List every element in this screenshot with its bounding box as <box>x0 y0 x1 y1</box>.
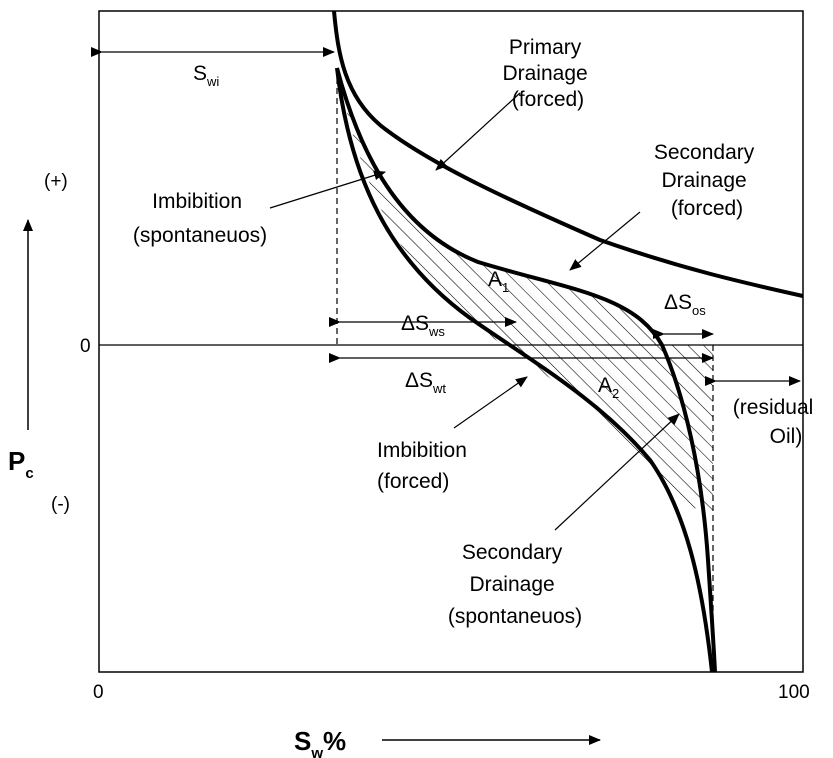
x-min-label: 0 <box>93 682 104 703</box>
secondary-drainage-forced-label: Secondary Drainage (forced) <box>654 141 760 220</box>
primary-drainage-leader <box>435 92 521 171</box>
area-a2-hatch <box>504 345 713 510</box>
secondary-drainage-forced-leader <box>569 211 641 271</box>
dswt-label: ΔSwt <box>405 369 446 396</box>
imbibition-spontaneous-label: Imbibition (spontaneuos) <box>133 190 267 247</box>
primary-drainage-label: Primary Drainage (forced) <box>502 36 593 111</box>
secondary-drainage-forced-curve <box>335 67 717 673</box>
imbibition-curve <box>335 67 714 673</box>
primary-drainage-curve <box>332 10 804 298</box>
swi-label: Swi <box>193 62 219 89</box>
y-zero-label: 0 <box>80 336 91 357</box>
area-a1-label: A1 <box>488 268 509 295</box>
y-axis-title: Pc <box>8 446 34 482</box>
secondary-drainage-spontaneous-label: Secondary Drainage (spontaneuos) <box>448 541 582 628</box>
secondary-drainage-spontaneous-leader <box>554 413 680 531</box>
y-positive-label: (+) <box>44 171 68 192</box>
x-max-label: 100 <box>778 682 810 703</box>
plot-frame <box>98 10 804 673</box>
y-negative-label: (-) <box>51 494 70 515</box>
residual-oil-label: (residual Oil) <box>733 396 819 448</box>
dsos-label: ΔSos <box>664 291 706 318</box>
imbibition-spontaneous-leader <box>269 170 386 209</box>
imbibition-forced-label: Imbibition (forced) <box>377 439 473 493</box>
area-a2-label: A2 <box>598 374 619 401</box>
imbibition-forced-leader <box>453 376 528 429</box>
x-axis-title: Sw% <box>294 726 346 758</box>
dsws-label: ΔSws <box>401 312 445 339</box>
